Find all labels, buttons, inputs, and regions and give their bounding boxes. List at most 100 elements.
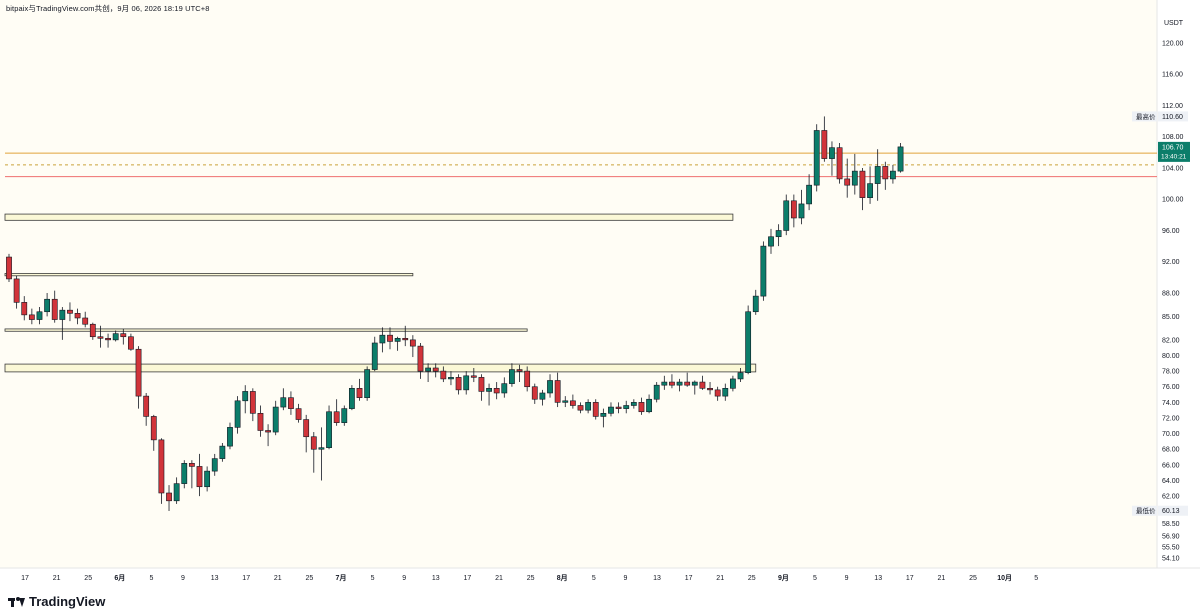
candle-8 xyxy=(67,302,73,322)
time-tick-label: 25 xyxy=(527,575,535,582)
candle-body xyxy=(509,369,515,384)
candle-19 xyxy=(150,414,157,451)
candle-88 xyxy=(676,378,683,392)
candle-79 xyxy=(608,402,614,417)
candle-83 xyxy=(638,397,645,415)
price-tick-label: 85.00 xyxy=(1162,314,1180,321)
candle-26 xyxy=(204,466,211,492)
time-tick-label: 13 xyxy=(874,575,882,582)
candle-body xyxy=(158,439,165,494)
candle-38 xyxy=(295,403,302,423)
price-chart[interactable]: USDT 120.00 116.00 112.00 108.00 104.00 100.0… xyxy=(0,0,1200,588)
candle-65 xyxy=(501,377,508,398)
candle-75 xyxy=(577,402,584,414)
candle-29 xyxy=(227,422,233,450)
candle-body xyxy=(303,419,310,438)
last-price-value: 106.70 xyxy=(1162,144,1184,151)
candle-body xyxy=(150,416,157,441)
candle-body xyxy=(867,183,873,198)
tradingview-logo[interactable]: TradingView xyxy=(8,594,105,609)
candle-body xyxy=(608,406,614,414)
price-axis[interactable]: USDT 120.00 116.00 112.00 108.00 104.00 100.0… xyxy=(1162,20,1184,562)
candle-body xyxy=(493,388,500,394)
candle-9 xyxy=(74,308,81,325)
high-price-marker-label: 最高价 xyxy=(1136,112,1156,121)
candle-body xyxy=(592,402,599,417)
candle-body xyxy=(89,323,96,338)
candle-15 xyxy=(120,328,127,345)
candle-body xyxy=(798,203,805,219)
candle-body xyxy=(188,463,195,467)
time-axis[interactable]: 17 21 25 6月 5 9 13 17 21 25 7月 5 9 13 17 21 25 8月 5 9 13 17 21… xyxy=(21,574,1038,582)
high-price-marker-label-bg xyxy=(1132,111,1157,122)
candle-body xyxy=(135,348,142,397)
time-tick-label: 9 xyxy=(845,575,849,582)
candle-23 xyxy=(181,460,188,489)
candle-body xyxy=(364,369,371,398)
time-tick-label: 5 xyxy=(1034,575,1038,582)
candle-0 xyxy=(6,253,12,283)
candle-body xyxy=(676,381,683,386)
time-tick-label: 9月 xyxy=(778,574,789,582)
candle-body xyxy=(821,130,828,159)
price-tick-label: 66.00 xyxy=(1162,462,1180,469)
candle-body xyxy=(211,458,218,472)
candle-body xyxy=(143,395,150,417)
candle-body xyxy=(280,397,287,408)
candle-body xyxy=(13,278,20,303)
time-tick-label: 21 xyxy=(716,575,724,582)
candle-body xyxy=(707,388,713,391)
candle-body xyxy=(745,311,752,373)
candle-body xyxy=(539,392,546,400)
candle-body xyxy=(59,309,66,320)
candle-92 xyxy=(707,382,713,395)
price-tick-label: 78.00 xyxy=(1162,369,1180,376)
candle-body xyxy=(341,408,348,423)
candle-112 xyxy=(859,167,866,211)
price-tick-label: 120.00 xyxy=(1162,40,1184,47)
high-price-marker-value-bg xyxy=(1158,111,1188,122)
candle-33 xyxy=(257,405,264,437)
candle-30 xyxy=(234,396,241,434)
time-tick-label: 7月 xyxy=(336,574,347,582)
candle-13 xyxy=(105,333,111,348)
price-tick-label: 108.00 xyxy=(1162,134,1184,141)
candle-57 xyxy=(440,366,447,383)
low-price-marker-label: 最低价 xyxy=(1136,506,1156,515)
candle-72 xyxy=(554,372,561,408)
candle-36 xyxy=(280,388,287,411)
candle-body xyxy=(836,147,843,180)
candle-body xyxy=(265,430,271,433)
candle-5 xyxy=(44,292,50,317)
low-price-marker-value-bg xyxy=(1158,505,1188,516)
candle-95 xyxy=(729,375,736,392)
candle-76 xyxy=(585,399,592,414)
candle-61 xyxy=(470,367,477,383)
time-tick-label: 5 xyxy=(592,575,596,582)
candle-body xyxy=(448,377,454,380)
last-price-bg xyxy=(1158,141,1190,162)
candle-85 xyxy=(653,382,660,403)
candle-body xyxy=(128,336,134,350)
candle-102 xyxy=(783,194,790,236)
candle-body xyxy=(844,178,851,186)
candle-62 xyxy=(478,374,485,401)
candle-56 xyxy=(432,363,439,378)
candle-50 xyxy=(387,327,393,350)
candle-78 xyxy=(600,408,607,428)
time-tick-label: 17 xyxy=(464,575,472,582)
candle-body xyxy=(28,314,35,320)
candle-body xyxy=(166,492,172,502)
candle-body xyxy=(874,166,881,184)
time-tick-label: 17 xyxy=(21,575,29,582)
candle-body xyxy=(67,309,73,314)
candle-body xyxy=(684,381,691,386)
candle-115 xyxy=(882,161,889,190)
candle-37 xyxy=(288,391,294,415)
candle-body xyxy=(196,466,203,488)
price-tick-label: 88.00 xyxy=(1162,290,1180,297)
candle-body xyxy=(417,345,424,372)
candle-73 xyxy=(562,396,569,408)
price-tick-label: 116.00 xyxy=(1162,72,1183,79)
candle-96 xyxy=(737,367,744,383)
